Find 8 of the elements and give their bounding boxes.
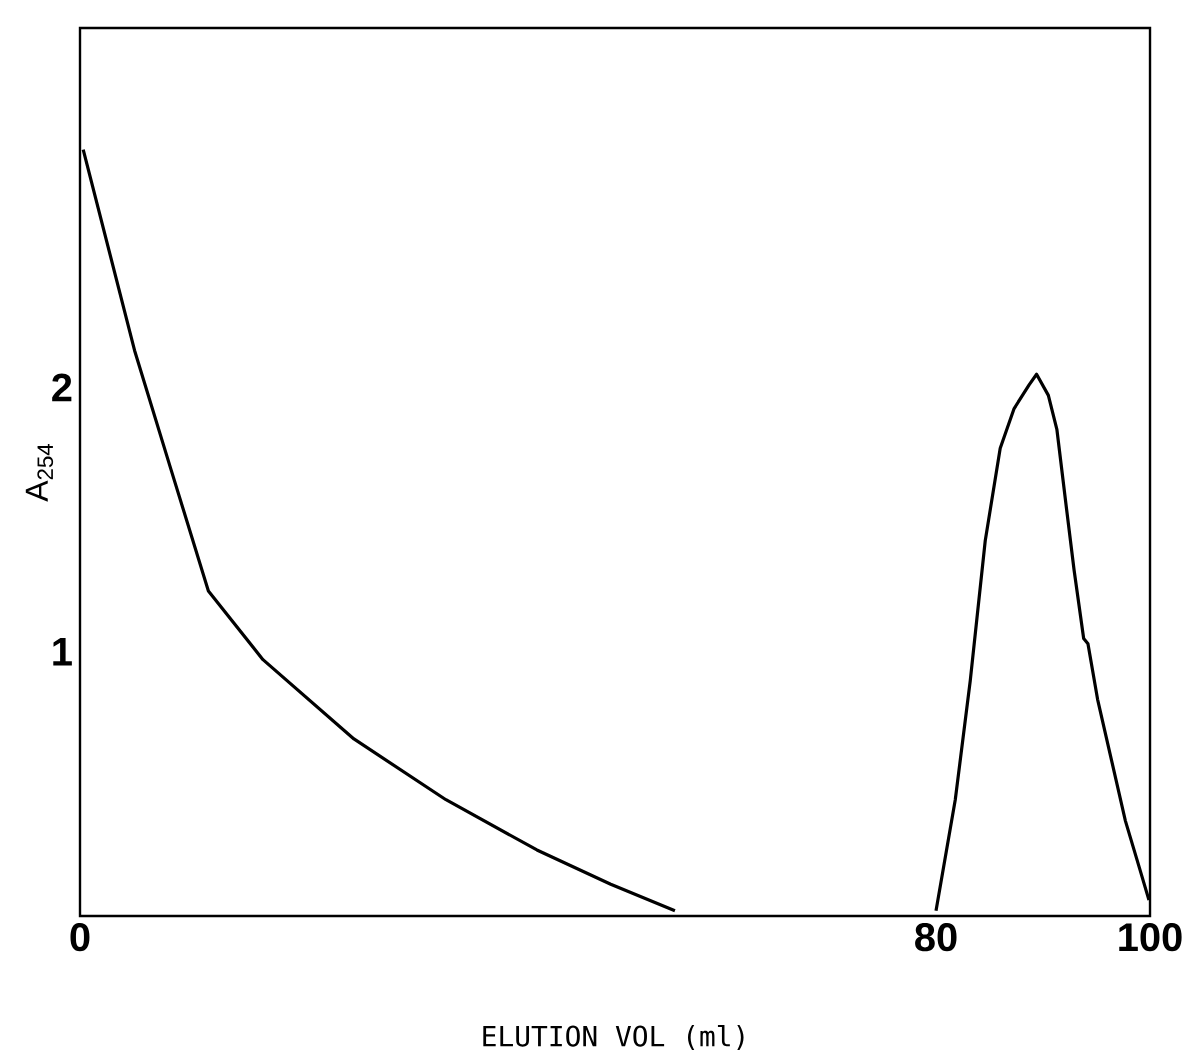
x-axis-title: ELUTION VOL (ml) [483,1024,744,1050]
y-axis-title: A$_{254}$ [25,443,54,502]
line-series [81,147,677,913]
y-tick-label: 2 [52,373,72,402]
x-tick-label: 0 [70,923,90,952]
x-tick-label: 100 [1119,923,1182,952]
y-tick-label: 1 [53,638,72,666]
x-tick-label: 80 [915,923,957,952]
